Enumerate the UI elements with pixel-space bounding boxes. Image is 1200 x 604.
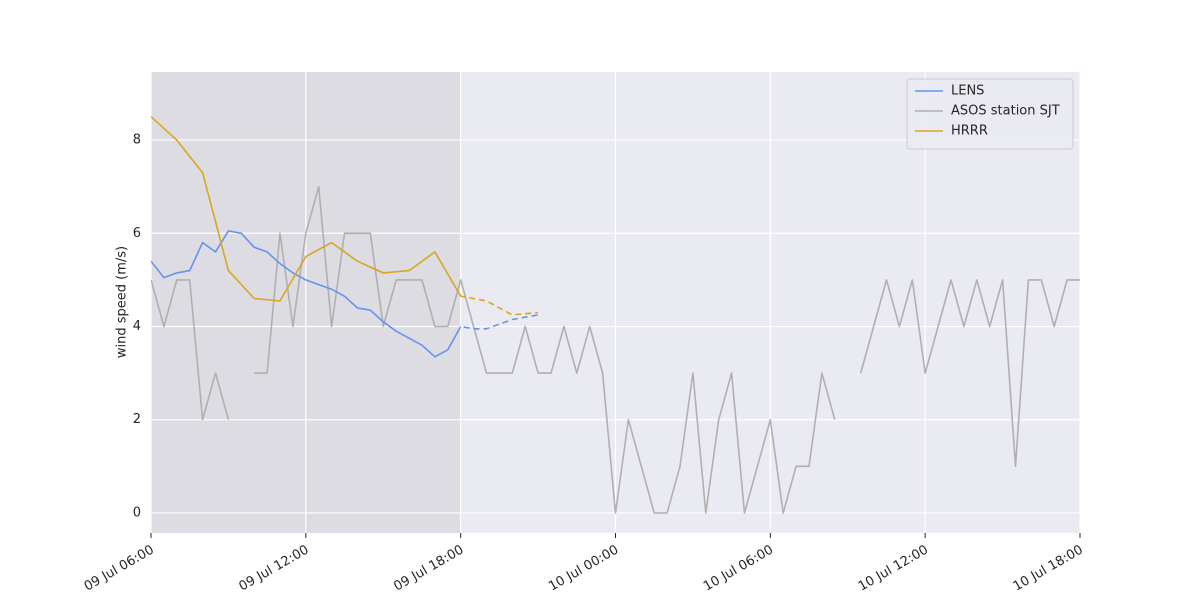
- line-observed: [151, 230, 461, 358]
- legend-label: LENS: [951, 84, 984, 99]
- x-tick-label: 10 Jul 00:00: [546, 543, 621, 595]
- y-tick-label: 0: [133, 505, 141, 520]
- x-tick-label: 09 Jul 18:00: [391, 543, 466, 595]
- line: [151, 185, 1080, 514]
- y-axis-label: wind speed (m/s): [115, 246, 130, 358]
- line-forecast: [460, 314, 539, 330]
- x-tick-label: 10 Jul 06:00: [701, 543, 776, 595]
- x-tick-label: 10 Jul 12:00: [856, 543, 931, 595]
- line-observed: [151, 116, 461, 302]
- x-tick-label: 10 Jul 18:00: [1011, 543, 1086, 595]
- legend-label: HRRR: [951, 124, 988, 139]
- line-forecast: [460, 294, 539, 316]
- x-tick-label: 09 Jul 06:00: [82, 543, 157, 595]
- y-tick-label: 8: [133, 133, 141, 148]
- y-tick-label: 6: [133, 226, 141, 241]
- x-tick-label: 09 Jul 12:00: [237, 543, 312, 595]
- y-tick-label: 2: [133, 412, 141, 427]
- legend-label: ASOS station SJT: [951, 104, 1060, 119]
- y-tick-label: 4: [133, 319, 141, 334]
- legend-box: [906, 78, 1074, 150]
